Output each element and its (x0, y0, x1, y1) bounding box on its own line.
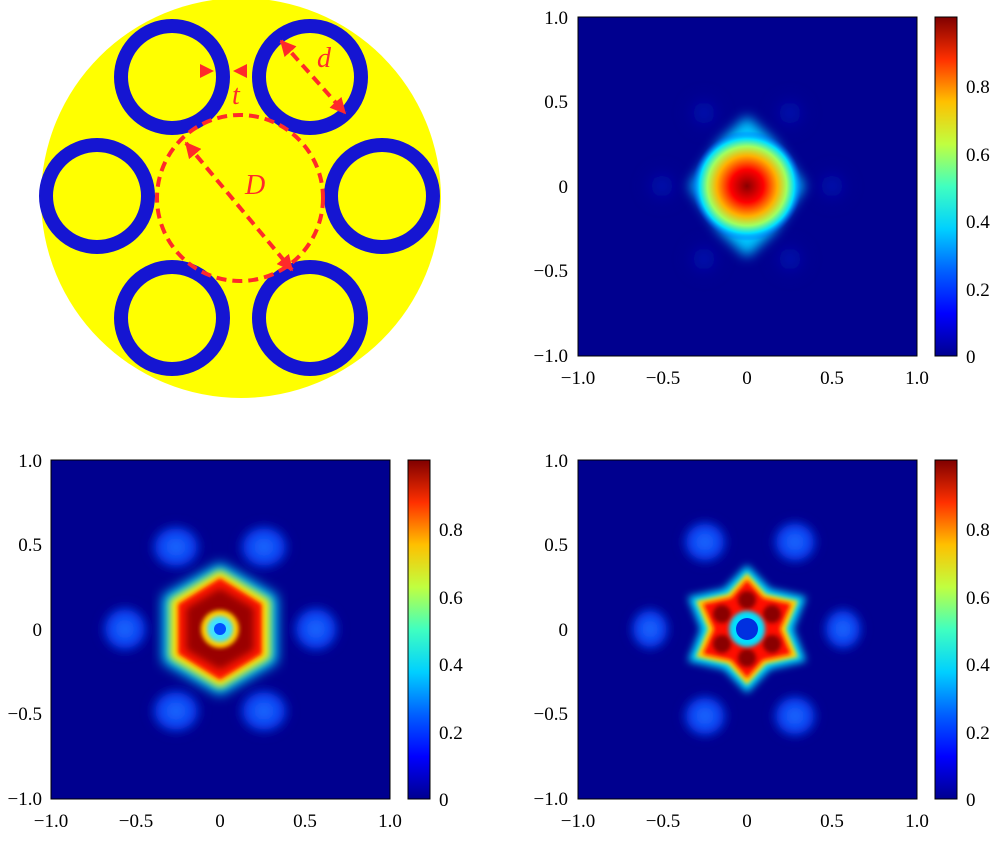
y-tick-label: 0 (559, 620, 569, 641)
x-tick-label: 1.0 (378, 811, 402, 832)
x-tick-label: −0.5 (646, 811, 680, 832)
colorbar-tick-label: 0.8 (439, 520, 463, 541)
x-tick-label: 0 (742, 368, 752, 389)
label-D: D (244, 170, 265, 201)
x-tick-label: 0.5 (293, 811, 317, 832)
colorbar-tick-label: 0.8 (966, 77, 990, 98)
colorbar-tick-label: 0.4 (966, 212, 990, 233)
thickness-arrow-right (233, 64, 247, 78)
tube-top-right (252, 19, 368, 135)
y-tick-label: 1.0 (544, 451, 568, 472)
x-tick-label: 0.5 (820, 811, 844, 832)
tube-left (39, 138, 155, 254)
tube-bottom-left (114, 260, 230, 376)
label-d: d (317, 43, 332, 74)
y-tick-label: 1.0 (18, 451, 42, 472)
cladding-lobes (626, 516, 867, 742)
y-tick-label: −1.0 (534, 789, 568, 810)
y-tick-label: 0 (33, 620, 43, 641)
star-mode (688, 565, 806, 693)
colorbar-tick-label: 0.4 (439, 655, 463, 676)
colorbar-tick-label: 0.2 (439, 723, 463, 744)
cladding-background (41, 0, 441, 398)
colorbar-tick-label: 0.6 (966, 588, 990, 609)
x-tick-label: −1.0 (561, 811, 595, 832)
x-tick-label: −1.0 (561, 368, 595, 389)
colorbar (934, 459, 958, 800)
ring-mode (163, 563, 277, 695)
colorbar-tick-label: 0.2 (966, 723, 990, 744)
colorbar (934, 16, 958, 357)
tube-top-left (114, 19, 230, 135)
x-tick-label: 1.0 (905, 368, 929, 389)
y-tick-label: −1.0 (8, 789, 42, 810)
thickness-arrow-left (200, 64, 214, 78)
x-tick-label: −0.5 (646, 368, 680, 389)
mode-plot-higher-order (577, 459, 958, 800)
anti-resonant-tubes (39, 19, 440, 376)
x-tick-label: 0 (742, 811, 752, 832)
mode-plot-ring (50, 459, 431, 800)
core-mode (692, 131, 802, 241)
mode-plot-fundamental (577, 16, 958, 357)
y-tick-label: 0.5 (544, 92, 568, 113)
x-tick-label: 1.0 (905, 811, 929, 832)
faint-lobes (640, 91, 854, 281)
colorbar-tick-label: 0.6 (439, 588, 463, 609)
label-t: t (232, 80, 241, 111)
colorbar-tick-label: 0.2 (966, 280, 990, 301)
y-tick-label: −0.5 (8, 704, 42, 725)
core-diameter-arrow (184, 141, 294, 272)
fiber-cross-section: t d D (39, 0, 441, 398)
core-diameter-circle (155, 113, 325, 283)
colorbar-tick-label: 0.8 (966, 520, 990, 541)
x-tick-label: 0 (215, 811, 225, 832)
x-tick-label: 0.5 (820, 368, 844, 389)
y-tick-label: 1.0 (544, 8, 568, 29)
y-tick-label: −1.0 (534, 346, 568, 367)
colorbar-tick-label: 0 (439, 790, 449, 811)
colorbar-tick-label: 0.6 (966, 145, 990, 166)
axis-ticks-higher-order: 1.0 0.5 0 −0.5 −1.0 −1.0 −0.5 0 0.5 1.0 … (534, 451, 991, 832)
axis-ticks-ring: 1.0 0.5 0 −0.5 −1.0 −1.0 −0.5 0 0.5 1.0 … (8, 451, 464, 832)
x-tick-label: −1.0 (34, 811, 68, 832)
y-tick-label: 0 (559, 177, 569, 198)
cladding-lobes (97, 520, 344, 738)
tube-bottom-right (252, 260, 368, 376)
y-tick-label: −0.5 (534, 261, 568, 282)
tube-diameter-arrow (279, 39, 347, 115)
colorbar-tick-label: 0.4 (966, 655, 990, 676)
x-tick-label: −0.5 (119, 811, 153, 832)
tube-right (324, 138, 440, 254)
y-tick-label: −0.5 (534, 704, 568, 725)
y-tick-label: 0.5 (544, 535, 568, 556)
y-tick-label: 0.5 (18, 535, 42, 556)
axis-ticks-fundamental: 1.0 0.5 0 −0.5 −1.0 −1.0 −0.5 0 0.5 1.0 … (534, 8, 991, 389)
colorbar (407, 459, 431, 800)
colorbar-tick-label: 0 (966, 347, 976, 368)
colorbar-tick-label: 0 (966, 790, 976, 811)
